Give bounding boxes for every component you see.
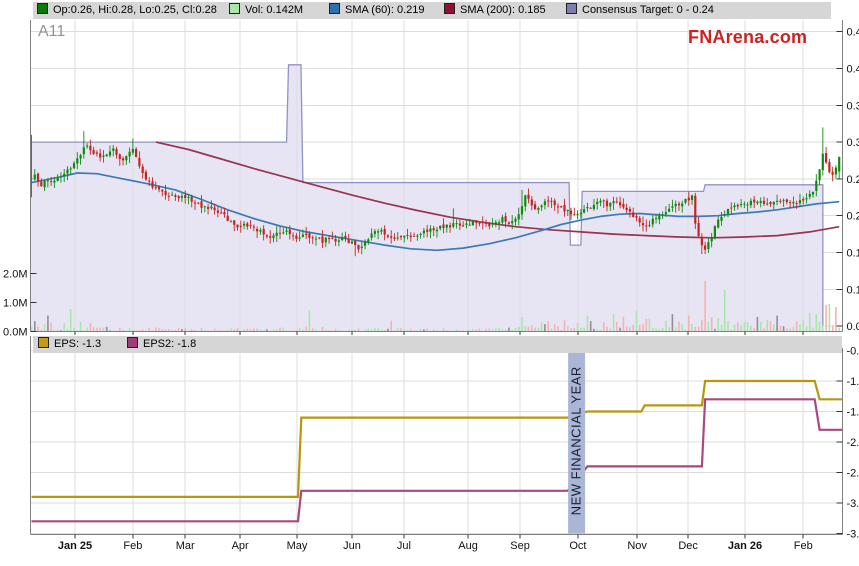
legend-item-eps2: EPS2: -1.8 [127,336,196,353]
svg-text:Feb: Feb [794,540,813,552]
volume-legend-label: Vol: 0.142M [245,4,304,16]
candlesticks [30,127,841,257]
svg-text:Dec: Dec [678,540,698,552]
eps-swatch-icon [38,337,49,348]
svg-text:Apr: Apr [232,540,249,552]
svg-text:-1.5: -1.5 [847,407,859,419]
eps-lines [31,379,843,523]
eps2-line [31,398,843,523]
eps-vertical-gridlines [74,348,804,535]
legend-item-ohlc: Op:0.26, Hi:0.28, Lo:0.25, Cl:0.28 [37,2,217,19]
consensus-target-band [29,64,823,332]
axes [30,20,843,535]
new-financial-year-label: NEW FINANCIAL YEAR [569,366,584,515]
legend-item-volume: Vol: 0.142M [229,2,303,19]
legend-item-consensus-target: Consensus Target: 0 - 0.24 [566,2,714,19]
tick-marks [30,31,843,539]
svg-text:0.30: 0.30 [847,137,859,149]
volume-swatch-icon [229,3,240,14]
svg-text:Jan 25: Jan 25 [58,540,92,552]
svg-text:Jan 26: Jan 26 [728,540,762,552]
svg-text:0.05: 0.05 [847,321,859,333]
sma200-legend-label: SMA (200): 0.185 [460,4,546,16]
price-vertical-gridlines [74,20,804,332]
svg-text:Jun: Jun [343,540,361,552]
svg-text:Aug: Aug [458,540,478,552]
svg-text:0.25: 0.25 [847,174,859,186]
eps-horizontal-gridlines [30,350,843,534]
svg-text:Feb: Feb [123,540,142,552]
consensus-target-band-edge [29,64,824,332]
svg-text:May: May [287,540,308,552]
sma60-swatch-icon [329,3,340,14]
svg-text:-2.5: -2.5 [847,468,859,480]
axis-labels: 0.45 0.40 0.35 0.30 0.25 0.20 0.15 0.10 0.05 2.0M… [3,27,859,552]
svg-text:Nov: Nov [627,540,647,552]
ohlc-swatch-icon [37,3,48,14]
svg-text:Jul: Jul [397,540,411,552]
sma200-swatch-icon [444,3,455,14]
sma60-legend-label: SMA (60): 0.219 [345,4,425,16]
svg-text:0.45: 0.45 [847,27,859,39]
price-legend-bar: Op:0.26, Hi:0.28, Lo:0.25, Cl:0.28 Vol: … [33,2,831,19]
svg-text:0.15: 0.15 [847,248,859,260]
svg-text:-3.0: -3.0 [847,498,859,510]
ticker-symbol: A11 [38,23,66,40]
ohlc-legend-label: Op:0.26, Hi:0.28, Lo:0.25, Cl:0.28 [53,4,217,16]
consensus-target-swatch-icon [566,3,577,14]
svg-text:-2.0: -2.0 [847,437,859,449]
brand-watermark: FNArena.com [688,27,808,47]
svg-text:-0.5: -0.5 [847,346,859,358]
eps2-legend-label: EPS2: -1.8 [143,338,197,350]
svg-text:0.10: 0.10 [847,284,859,296]
eps-legend-label: EPS: -1.3 [54,338,102,350]
svg-text:Mar: Mar [176,540,195,552]
svg-text:2.0M: 2.0M [3,269,27,281]
eps2-swatch-icon [127,337,138,348]
svg-text:Oct: Oct [569,540,586,552]
eps-line [31,379,843,498]
svg-text:-1.0: -1.0 [847,376,859,388]
legend-item-sma60: SMA (60): 0.219 [329,2,425,19]
eps-legend-bar: EPS: -1.3 EPS2: -1.8 [33,336,842,353]
new-financial-year-band: NEW FINANCIAL YEAR [568,348,586,534]
svg-text:0.20: 0.20 [847,211,859,223]
legend-item-eps: EPS: -1.3 [38,336,101,353]
svg-text:0.40: 0.40 [847,64,859,76]
svg-text:Sep: Sep [510,540,530,552]
svg-text:1.0M: 1.0M [3,298,27,310]
legend-item-sma200: SMA (200): 0.185 [444,2,546,19]
svg-text:0.35: 0.35 [847,100,859,112]
svg-text:0.0M: 0.0M [3,327,27,339]
volume-bars [30,280,840,332]
consensus-target-legend-label: Consensus Target: 0 - 0.24 [582,4,714,16]
svg-text:-3.5: -3.5 [847,529,859,541]
